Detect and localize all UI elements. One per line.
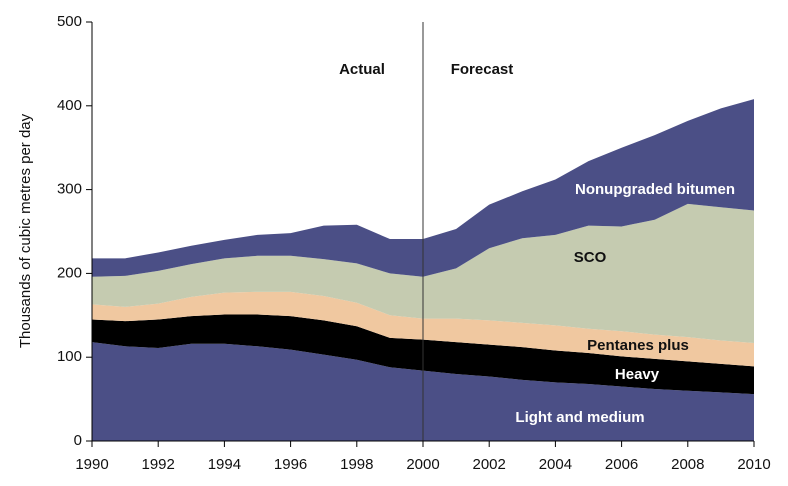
x-tick-label: 1996 bbox=[274, 456, 307, 473]
series-label: Nonupgraded bitumen bbox=[575, 181, 735, 198]
series-label: SCO bbox=[574, 249, 607, 266]
x-tick-label: 2002 bbox=[473, 456, 506, 473]
x-tick-label: 1998 bbox=[340, 456, 373, 473]
y-tick-label: 300 bbox=[57, 181, 82, 198]
y-tick-label: 400 bbox=[57, 97, 82, 114]
y-tick-label: 100 bbox=[57, 348, 82, 365]
annotation: Forecast bbox=[451, 61, 514, 78]
y-tick-label: 500 bbox=[57, 13, 82, 30]
x-tick-label: 1994 bbox=[208, 456, 241, 473]
x-tick-label: 2010 bbox=[737, 456, 770, 473]
x-tick-label: 2008 bbox=[671, 456, 704, 473]
x-tick-label: 2004 bbox=[539, 456, 572, 473]
series-label: Heavy bbox=[615, 366, 660, 383]
y-axis-label: Thousands of cubic metres per day bbox=[17, 113, 34, 348]
y-tick-label: 0 bbox=[74, 432, 82, 449]
x-tick-label: 2000 bbox=[406, 456, 439, 473]
x-tick-label: 1992 bbox=[142, 456, 175, 473]
annotation: Actual bbox=[339, 61, 385, 78]
series-label: Pentanes plus bbox=[587, 337, 689, 354]
x-tick-label: 2006 bbox=[605, 456, 638, 473]
area bbox=[92, 203, 754, 343]
y-tick-label: 200 bbox=[57, 264, 82, 281]
series-label: Light and medium bbox=[515, 409, 644, 426]
x-tick-label: 1990 bbox=[75, 456, 108, 473]
